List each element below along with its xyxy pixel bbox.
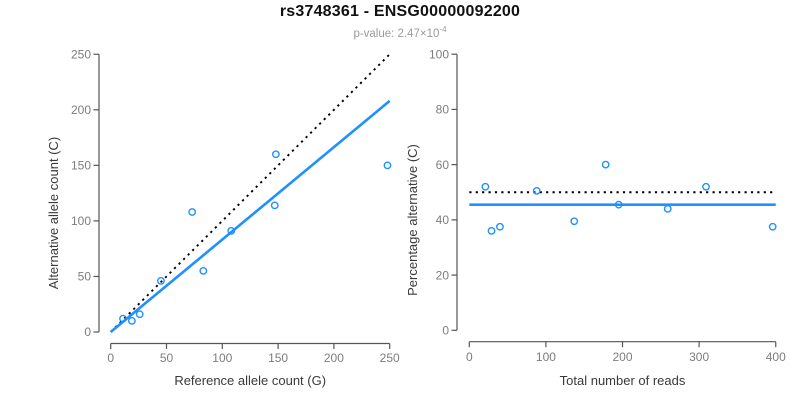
data-point [481,182,490,191]
x-tick-label: 0 [107,351,114,365]
y-tick-label: 60 [436,158,450,172]
x-tick-label: 150 [268,351,288,365]
data-point [702,182,710,191]
y-tick-label: 100 [429,47,449,61]
data-point [601,160,610,169]
y-tick-label: 0 [84,325,91,339]
y-axis-label: Percentage alternative (C) [405,144,420,296]
regression-line [109,99,391,334]
x-tick-label: 250 [380,351,400,365]
y-tick-label: 250 [71,47,91,61]
y-tick-label: 150 [71,159,91,173]
data-point [188,208,197,216]
data-point [271,150,280,159]
x-tick-label: 100 [536,350,556,364]
x-tick-label: 50 [160,351,174,365]
y-tick-label: 0 [442,324,449,338]
y-tick-label: 20 [436,268,450,282]
y-tick-label: 50 [78,270,92,284]
y-tick-label: 80 [436,103,450,117]
data-point [270,201,279,210]
data-point [570,217,579,226]
data-point [614,200,623,209]
data-point [157,276,165,285]
y-axis-label: Alternative allele count (C) [46,137,61,289]
x-tick-label: 200 [613,350,633,364]
x-tick-label: 300 [689,350,709,364]
data-point [663,204,672,213]
data-point [135,310,144,319]
data-point [128,316,136,325]
data-point [199,266,208,275]
data-point [227,226,236,235]
y-tick-label: 200 [71,103,91,117]
chart-subtitle: p-value: 2.47×10-4 [0,25,800,40]
data-point [532,186,541,195]
chart-title: rs3748361 - ENSG00000092200 [279,3,521,20]
data-point [383,161,392,170]
y-tick-label: 40 [436,213,450,227]
x-tick-label: 100 [212,351,232,365]
x-tick-label: 200 [324,351,344,365]
x-axis-label: Reference allele count (G) [174,373,326,388]
x-axis-label: Total number of reads [560,373,686,388]
data-point [119,314,127,323]
data-point [496,222,504,231]
chart-header: rs3748361 - ENSG00000092200 p-value: 2.4… [0,0,800,40]
x-tick-label: 400 [766,350,786,364]
subtitle-exponent: -4 [439,25,447,34]
x-tick-label: 0 [466,350,473,364]
data-point [487,227,496,235]
identity-line-dotted [110,53,391,333]
y-tick-label: 100 [71,214,91,228]
subtitle-prefix: p-value: 2.47×10 [353,27,440,40]
data-point [768,222,777,231]
